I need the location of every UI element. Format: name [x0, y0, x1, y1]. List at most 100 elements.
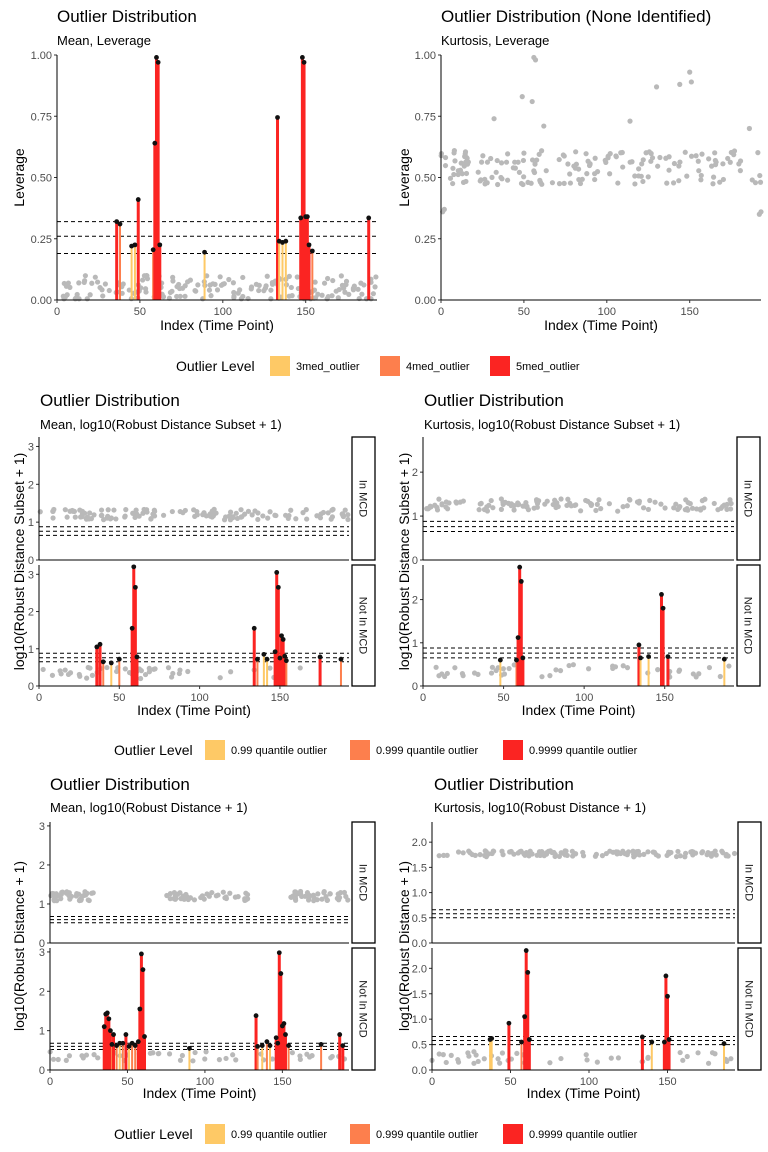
data-point: [713, 159, 719, 165]
outlier-point: [659, 591, 664, 597]
data-point: [515, 159, 521, 165]
data-point: [585, 666, 592, 672]
data-point: [160, 294, 167, 300]
data-point: [596, 497, 602, 503]
data-point: [370, 291, 376, 297]
data-point: [608, 1055, 614, 1061]
y-tick-label: 3: [39, 947, 45, 959]
data-point: [260, 513, 266, 519]
data-point: [218, 282, 225, 288]
outlier-point: [108, 1028, 113, 1034]
data-point: [230, 280, 236, 286]
data-point: [584, 1057, 590, 1063]
data-point: [105, 513, 111, 519]
data-point: [593, 851, 599, 857]
data-point: [142, 286, 149, 292]
data-point: [164, 892, 170, 899]
data-point: [146, 665, 152, 671]
data-point: [223, 894, 229, 900]
y-tick-label: 1: [28, 644, 34, 656]
data-point: [64, 514, 70, 520]
data-point: [455, 849, 462, 855]
data-point: [80, 1055, 86, 1061]
outlier-point: [520, 655, 526, 661]
data-point: [288, 507, 294, 513]
data-point: [51, 506, 57, 513]
x-axis-label: Index (Time Point): [143, 1085, 257, 1101]
data-point: [243, 897, 249, 903]
data-point: [441, 206, 447, 212]
outlier-point: [278, 971, 284, 976]
data-point: [539, 181, 545, 187]
data-point: [89, 280, 95, 286]
data-point: [49, 672, 56, 678]
x-tick-label: 50: [504, 1076, 516, 1088]
data-point: [475, 169, 481, 175]
outlier-point: [101, 1024, 107, 1030]
data-point: [459, 171, 465, 177]
data-point: [685, 507, 691, 513]
x-tick-label: 100: [598, 306, 616, 318]
outlier-point: [282, 653, 288, 659]
data-point: [434, 507, 441, 513]
data-point: [547, 673, 553, 679]
y-axis-label: log10(Robust Distance + 1): [396, 861, 412, 1031]
outlier-point: [281, 1021, 287, 1026]
legend-2: Outlier Level 0.99 quantile outlier 0.999 …: [114, 740, 638, 760]
data-point: [553, 667, 559, 673]
data-point: [444, 852, 450, 858]
x-tick-label: 150: [297, 306, 315, 318]
data-point: [532, 161, 538, 167]
outlier-point: [264, 656, 270, 662]
outlier-point: [255, 1043, 260, 1049]
data-point: [453, 499, 459, 505]
outlier-point: [517, 564, 523, 570]
facet-strip-label: Not In MCD: [742, 597, 754, 655]
data-point: [719, 503, 726, 510]
data-point: [240, 293, 246, 300]
data-point: [264, 273, 270, 279]
outlier-point: [139, 951, 144, 957]
data-point: [82, 273, 88, 279]
data-point: [541, 123, 547, 129]
x-tick-label: 50: [113, 692, 125, 704]
data-point: [372, 284, 378, 290]
data-point: [442, 162, 449, 169]
data-point: [87, 665, 93, 671]
outlier-point: [150, 247, 156, 253]
outlier-point: [142, 1034, 147, 1039]
data-point: [226, 276, 232, 283]
x-axis-label: Index (Time Point): [544, 317, 658, 333]
data-point: [235, 290, 241, 296]
legend-swatch: [503, 740, 523, 760]
y-axis-label: log10(Robust Distance Subset + 1): [11, 453, 27, 671]
outlier-point: [267, 1043, 273, 1048]
data-point: [50, 892, 56, 898]
legend-item-label: 0.9999 quantile outlier: [529, 745, 638, 757]
data-point: [433, 664, 439, 670]
data-point: [670, 180, 677, 186]
data-point: [203, 1049, 209, 1055]
x-tick-label: 50: [518, 306, 530, 318]
chart-6: Outlier Distribution Kurtosis, log10(Robu…: [396, 775, 762, 1101]
data-point: [723, 853, 729, 859]
data-point: [329, 507, 335, 513]
data-point: [696, 671, 702, 677]
data-point: [309, 1053, 315, 1059]
data-point: [615, 180, 621, 186]
y-tick-label: 1: [39, 899, 45, 911]
data-point: [571, 502, 578, 509]
legend-item-label: 5med_outlier: [516, 361, 580, 373]
chart-subtitle: Mean, Leverage: [57, 33, 151, 48]
data-point: [123, 507, 129, 513]
data-point: [720, 850, 726, 856]
data-point: [151, 507, 157, 513]
data-point: [677, 81, 683, 87]
outlier-point: [97, 641, 103, 647]
data-point: [182, 283, 188, 289]
data-point: [489, 174, 495, 180]
data-point: [94, 279, 101, 285]
data-point: [677, 853, 683, 859]
data-point: [74, 291, 80, 298]
data-point: [227, 890, 233, 896]
